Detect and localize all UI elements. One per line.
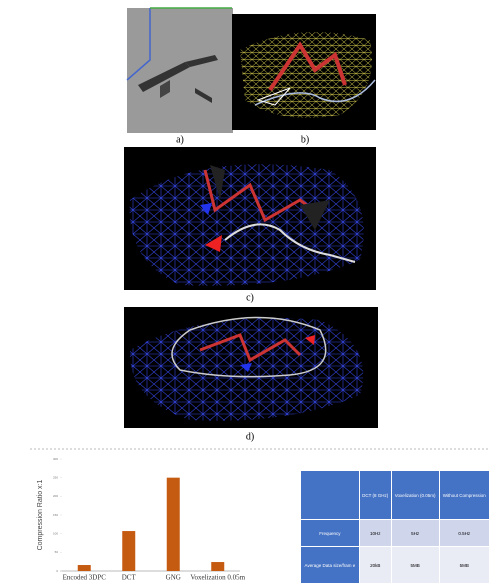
- x-tick-label: GNG: [166, 574, 181, 582]
- bar: [166, 477, 180, 571]
- row-header: Frequency: [300, 519, 360, 547]
- x-tick-label: DCT: [122, 574, 137, 582]
- table-cell: 5Hz: [390, 519, 440, 547]
- table-cell: 0.5Hz: [438, 519, 491, 547]
- row-header: Average Data size/fram e: [300, 546, 360, 584]
- panel-label: c): [246, 292, 254, 303]
- table-cell: 5MB: [390, 546, 440, 584]
- panel-label: d): [246, 431, 254, 442]
- y-tick-label: 100: [53, 531, 58, 535]
- y-tick-label: 250: [53, 475, 58, 479]
- panel-d-image: [124, 307, 378, 428]
- panel-c-image: [124, 147, 376, 290]
- panel-label: a): [176, 134, 184, 145]
- panel-a-image: [126, 7, 233, 133]
- table-corner: [300, 470, 360, 520]
- table: DCT (8 GHz) Voxelization (0.05m) Without C…: [300, 470, 491, 584]
- y-axis-label: Compression Ratio x:1: [37, 479, 44, 550]
- x-tick-label: Voxelization 0.05m: [190, 574, 245, 582]
- bar: [211, 562, 225, 571]
- y-tick-label: 300: [53, 457, 58, 461]
- bar: [122, 531, 136, 571]
- panel-label: b): [301, 134, 309, 145]
- table-header: Without Compression: [438, 470, 491, 520]
- bar: [77, 565, 91, 571]
- panel-b-image: [232, 14, 376, 130]
- table-header: Voxelization (0.05m): [390, 470, 440, 520]
- y-tick-label: 0: [56, 569, 58, 573]
- table-cell: 5MB: [438, 546, 491, 584]
- y-tick-label: 50: [55, 550, 59, 554]
- table-header: DCT (8 GHz): [358, 470, 392, 520]
- table-cell: 20kB: [358, 546, 392, 584]
- y-tick-label: 200: [53, 494, 58, 498]
- y-tick-label: 150: [53, 513, 58, 517]
- x-tick-label: Encoded 3DPC: [63, 574, 107, 582]
- table-cell: 10Hz: [358, 519, 392, 547]
